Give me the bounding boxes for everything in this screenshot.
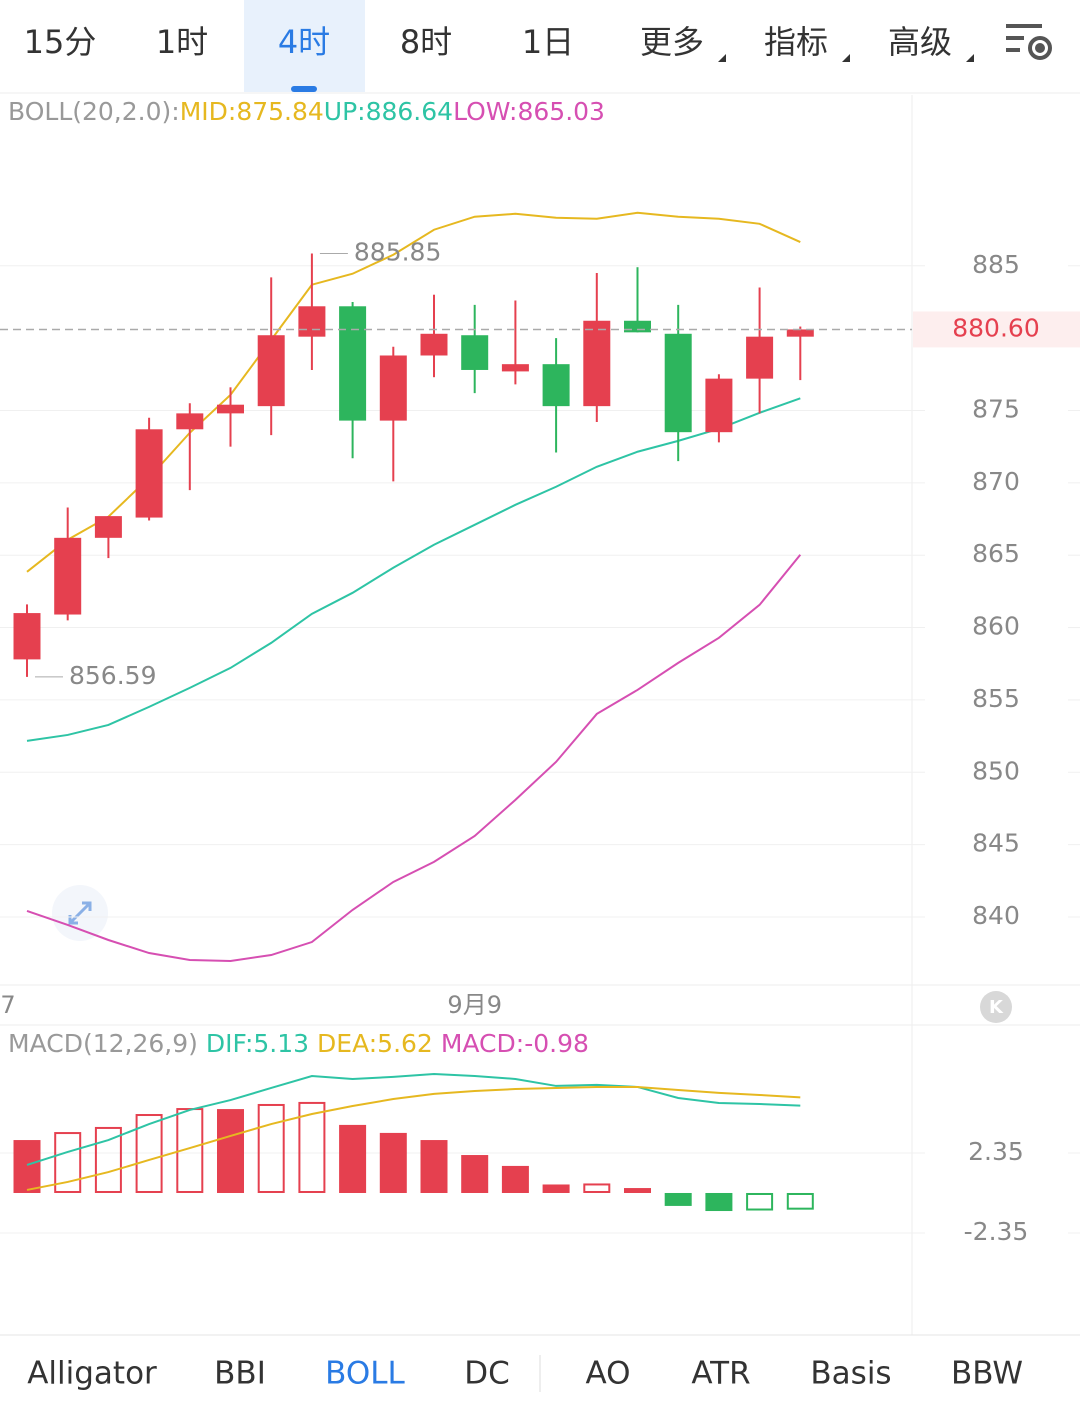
macd-bar [786, 1192, 814, 1210]
candle-body [298, 306, 326, 337]
indicator-tab[interactable]: BBI [214, 1356, 266, 1392]
y-tick-label: 850 [972, 756, 1020, 785]
y-tick-label: 860 [972, 612, 1020, 641]
x-tick-label: 7 [0, 991, 15, 1019]
macd-bar [664, 1192, 692, 1206]
time-tab[interactable]: 15分 [24, 23, 97, 61]
macd-bar [583, 1183, 611, 1193]
indicator-line [26, 1073, 801, 1166]
active-tab-bg [244, 0, 365, 92]
candle-body [217, 404, 244, 414]
legend: BOLL(20,2.0):MID:875.84UP:886.64LOW:865.… [8, 97, 605, 126]
candle-body [176, 413, 204, 430]
macd-bar [461, 1155, 489, 1193]
macd-bar [746, 1192, 774, 1211]
y-tick-label: 855 [972, 684, 1020, 713]
candle-body [786, 329, 814, 337]
time-tab[interactable]: 1日 [522, 23, 574, 61]
last-price-label: 880.60 [952, 313, 1039, 342]
time-tab[interactable]: 8时 [400, 23, 452, 61]
candle-body [339, 306, 367, 421]
legend-item: DIF:5.13 [206, 1029, 309, 1058]
legend-item: MACD:-0.98 [441, 1029, 589, 1058]
macd-bar [13, 1140, 41, 1193]
indicator-line [26, 554, 802, 962]
indicator-tab[interactable]: BOLL [325, 1356, 405, 1392]
indicator-tab[interactable]: ATR [691, 1356, 750, 1392]
indicator-tab[interactable]: AO [585, 1356, 630, 1392]
macd-bar [298, 1101, 326, 1193]
candle-body [257, 335, 285, 407]
macd-bar [54, 1132, 82, 1193]
last-price-box [913, 311, 1080, 348]
legend-item: UP:886.64 [324, 97, 453, 126]
annotation: 885.85 [354, 237, 441, 266]
indicator-tab[interactable]: Alligator [27, 1356, 157, 1392]
macd-bar [339, 1124, 367, 1193]
macd-bar [420, 1140, 448, 1193]
y-tick-label: 865 [972, 539, 1020, 568]
time-tab[interactable]: 指标 [764, 23, 828, 61]
y-tick-label: 2.35 [968, 1137, 1024, 1166]
candle-body [135, 429, 163, 518]
y-tick-label: 885 [972, 250, 1020, 279]
time-tab[interactable]: 高级 [888, 23, 952, 61]
candle-body [542, 364, 570, 407]
candle-body [379, 355, 407, 421]
time-tab[interactable]: 更多 [640, 23, 704, 61]
y-tick-label: 870 [972, 467, 1020, 496]
badge-text: K [989, 997, 1004, 1018]
dropdown-caret [718, 54, 726, 62]
candle-body [624, 320, 651, 333]
indicator-line [26, 1085, 801, 1191]
indicator-tab[interactable]: BBW [951, 1356, 1023, 1392]
settings-icon[interactable] [1006, 24, 1052, 60]
legend-item: MID:875.84 [180, 97, 324, 126]
candle-body [13, 613, 41, 660]
macd-bar [257, 1103, 285, 1193]
annotation: 856.59 [69, 661, 156, 690]
y-tick-label: 845 [972, 829, 1020, 858]
dropdown-caret [966, 54, 974, 62]
candle-body [501, 364, 529, 372]
macd-bar [705, 1192, 733, 1212]
candle-body [94, 516, 122, 538]
candle-body [705, 378, 733, 433]
legend: MACD(12,26,9) DIF:5.13 DEA:5.62 MACD:-0.98 [8, 1029, 589, 1058]
legend-item: DEA:5.62 [317, 1029, 433, 1058]
time-tab[interactable]: 4时 [278, 23, 330, 61]
legend-item: BOLL(20,2.0): [8, 97, 180, 126]
expand-icon[interactable] [52, 885, 108, 941]
time-tab[interactable]: 1时 [156, 23, 208, 61]
candle-body [664, 333, 692, 433]
macd-bar [217, 1109, 244, 1193]
active-tab-indicator [291, 86, 317, 92]
y-tick-label: -2.35 [964, 1217, 1029, 1246]
candle-body [54, 537, 82, 615]
dropdown-caret [842, 54, 850, 62]
candle-body [746, 336, 774, 379]
legend-item: MACD(12,26,9) [8, 1029, 198, 1058]
macd-bar [379, 1132, 407, 1193]
x-tick-label: 9月9 [447, 991, 502, 1019]
candle-body [461, 335, 489, 370]
candle-body [420, 333, 448, 356]
candle-body [583, 320, 611, 407]
macd-bar [624, 1188, 651, 1193]
macd-bar [94, 1126, 122, 1193]
macd-bar [501, 1165, 529, 1193]
macd-bar [542, 1184, 570, 1193]
indicator-line [26, 397, 801, 742]
legend-item: LOW:865.03 [453, 97, 605, 126]
indicator-tab[interactable]: Basis [810, 1356, 891, 1392]
badge-icon[interactable] [980, 991, 1012, 1023]
indicator-tab[interactable]: DC [464, 1356, 510, 1392]
y-tick-label: 840 [972, 901, 1020, 930]
y-tick-label: 875 [972, 394, 1020, 423]
macd-bar [135, 1114, 163, 1193]
